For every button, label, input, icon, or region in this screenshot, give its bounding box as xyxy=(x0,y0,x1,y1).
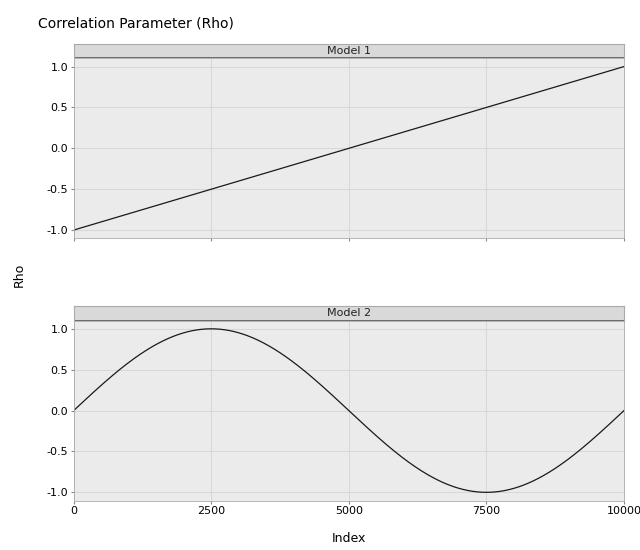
Text: Index: Index xyxy=(332,532,366,544)
Text: Model 1: Model 1 xyxy=(327,46,371,56)
Text: Correlation Parameter (Rho): Correlation Parameter (Rho) xyxy=(38,16,234,30)
Text: Rho: Rho xyxy=(13,263,26,287)
Text: Model 2: Model 2 xyxy=(327,309,371,318)
